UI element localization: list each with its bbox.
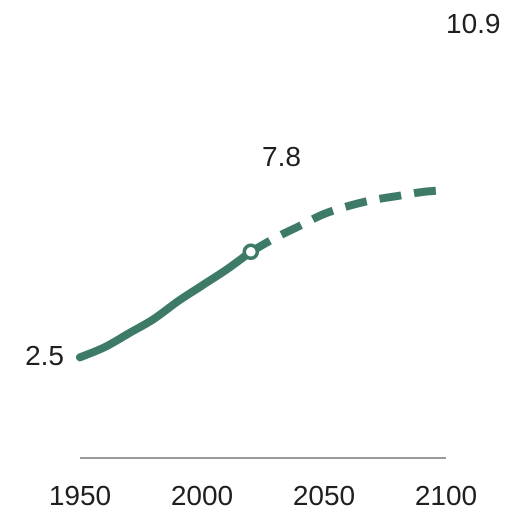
series-line-projected — [248, 186, 447, 256]
x-axis-ticks: 1950 2000 2050 2100 — [49, 480, 477, 511]
x-tick-label-2000: 2000 — [171, 480, 233, 511]
value-label-2100: 10.9 — [446, 8, 501, 39]
value-label-2020: 7.8 — [262, 141, 301, 172]
x-tick-label-2050: 2050 — [293, 480, 355, 511]
line-layer — [76, 186, 447, 362]
x-tick-label-1950: 1950 — [49, 480, 111, 511]
x-tick-label-2100: 2100 — [415, 480, 477, 511]
marker-layer — [242, 243, 260, 261]
data-point-marker-2020 — [242, 243, 260, 261]
series-line-observed — [76, 247, 255, 362]
value-label-1950: 2.5 — [25, 340, 64, 371]
label-layer: 2.5 7.8 10.9 — [25, 8, 500, 371]
